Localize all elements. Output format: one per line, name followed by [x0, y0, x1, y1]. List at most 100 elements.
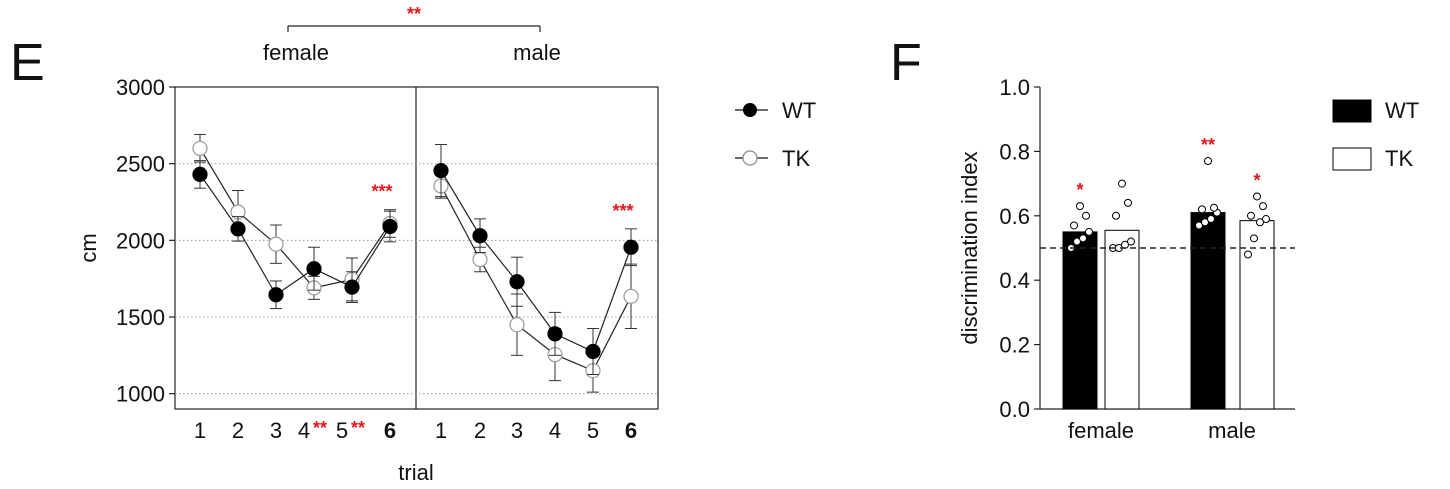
panel-e-male-label: male: [513, 40, 561, 65]
panel-e-series-line-tk: [199, 148, 391, 289]
panel-e-trial-star: **: [351, 418, 365, 438]
panel-e-series-line-tk: [440, 185, 632, 372]
panel-e-point-wt: [382, 218, 398, 235]
panel-e-xtick-label: 6: [625, 418, 637, 443]
panel-e-xtick-label: 6: [384, 418, 396, 443]
panel-e-point-wt: [268, 287, 284, 303]
panel-f-star: *: [1253, 170, 1260, 190]
panel-f-ytick-label: 0.0: [999, 397, 1030, 422]
panel-f-point-tk: [1112, 211, 1120, 220]
panel-f-point-wt: [1073, 237, 1081, 246]
panel-e-legend: WT TK: [735, 98, 816, 171]
panel-f-point-wt: [1204, 157, 1212, 166]
panel-e-point-wt: [192, 166, 208, 182]
panel-f-ytick-label: 0.2: [999, 333, 1030, 358]
panel-e-marker-star: ***: [612, 201, 633, 221]
comparison-stars: **: [407, 4, 421, 24]
panel-f-point-tk: [1262, 215, 1270, 224]
panel-e-xtick-label: 2: [474, 418, 486, 443]
panel-e-point-tk: [509, 317, 525, 333]
panel-e-point-wt: [623, 239, 639, 255]
panel-f-point-wt: [1070, 221, 1078, 230]
panel-f-point-tk: [1127, 237, 1135, 246]
panel-e-xtick-label: 4: [298, 418, 310, 443]
panel-e-xtick-label: 3: [511, 418, 523, 443]
panel-e-xtick-label: 3: [270, 418, 282, 443]
panel-f-point-wt: [1198, 205, 1206, 214]
panel-e-point-wt: [306, 261, 322, 277]
panel-f-point-wt: [1076, 202, 1084, 211]
panel-e-point-wt: [472, 228, 488, 244]
panel-f-category-label: male: [1208, 418, 1256, 443]
panel-f-ytick-label: 1.0: [999, 75, 1030, 100]
panel-f-point-tk: [1124, 198, 1132, 207]
panel-e-marker-star: ***: [371, 182, 392, 202]
legend-wt-marker: [743, 103, 757, 117]
panel-f-legend: WT TK: [1332, 98, 1419, 171]
panel-e-point-wt: [585, 343, 601, 360]
panel-e-point-wt: [509, 274, 525, 290]
panel-f-star: **: [1201, 135, 1215, 155]
panel-f-ylabel: discrimination index: [957, 151, 982, 344]
panel-e-point-wt: [230, 221, 246, 237]
panel-e-point-tk: [268, 236, 284, 252]
panel-e-xtick-label: 2: [232, 418, 244, 443]
panel-e-point-wt: [547, 326, 563, 342]
legend-wt-label: WT: [782, 98, 816, 123]
panel-e-point-tk: [472, 251, 488, 268]
panel-e-point-tk: [623, 288, 639, 304]
panel-e-xtick-label: 5: [587, 418, 599, 443]
panel-e-ytick-label: 3000: [116, 75, 165, 100]
panel-f-point-tk: [1244, 250, 1252, 259]
legend-f-tk-label: TK: [1385, 146, 1413, 171]
panel-f-star: *: [1076, 180, 1083, 200]
panel-f-ytick-label: 0.8: [999, 139, 1030, 164]
panel-f-point-tk: [1256, 218, 1264, 227]
panel-f-point-wt: [1207, 215, 1215, 224]
panel-f-point-tk: [1247, 211, 1255, 220]
legend-f-wt-label: WT: [1385, 98, 1419, 123]
panel-f-point-tk: [1259, 202, 1267, 211]
panel-f-letter: F: [890, 34, 922, 92]
panel-e-series-line-wt: [440, 170, 632, 353]
panel-f-point-wt: [1079, 234, 1087, 243]
panel-e-xlabel: trial: [398, 460, 433, 485]
panel-f-ytick-label: 0.4: [999, 268, 1030, 293]
panel-f-point-wt: [1085, 227, 1093, 236]
panel-f-point-wt: [1195, 221, 1203, 230]
panel-f-point-tk: [1250, 234, 1258, 243]
panel-f-point-tk: [1118, 179, 1126, 188]
panel-e-xtick-label: 1: [435, 418, 447, 443]
panel-e-letter: E: [10, 34, 45, 92]
panel-e-point-tk: [192, 140, 208, 156]
legend-tk-label: TK: [782, 146, 810, 171]
panel-f-bar-tk: [1239, 220, 1275, 410]
panel-f-bar-tk: [1104, 229, 1140, 410]
legend-wt-swatch: [1332, 99, 1372, 123]
panel-e-ytick-label: 1500: [116, 305, 165, 330]
panel-e-ytick-label: 2000: [116, 228, 165, 253]
panel-f-point-wt: [1201, 218, 1209, 227]
panel-f-point-wt: [1082, 211, 1090, 220]
panel-e-point-wt: [433, 162, 449, 179]
panel-f-point-wt: [1210, 203, 1218, 212]
panel-e-series-line-wt: [199, 174, 391, 296]
panel-f-bar-wt: [1190, 212, 1226, 410]
panel-e-xtick-label: 4: [549, 418, 561, 443]
panel-e-xtick-label: 5: [336, 418, 348, 443]
panel-f-bar-wt: [1062, 231, 1098, 410]
panel-e-ylabel: cm: [76, 233, 101, 262]
panel-e-ytick-label: 1000: [116, 382, 165, 407]
legend-tk-marker: [742, 150, 758, 166]
panel-e-trial-star: **: [313, 418, 327, 438]
panel-f-ytick-label: 0.6: [999, 204, 1030, 229]
panel-e-xtick-label: 1: [194, 418, 206, 443]
panel-e-ytick-label: 2500: [116, 152, 165, 177]
panel-f-point-tk: [1253, 192, 1261, 201]
panel-e-point-wt: [344, 279, 360, 295]
panel-f-category-label: female: [1068, 418, 1134, 443]
panel-e-female-label: female: [263, 40, 329, 65]
